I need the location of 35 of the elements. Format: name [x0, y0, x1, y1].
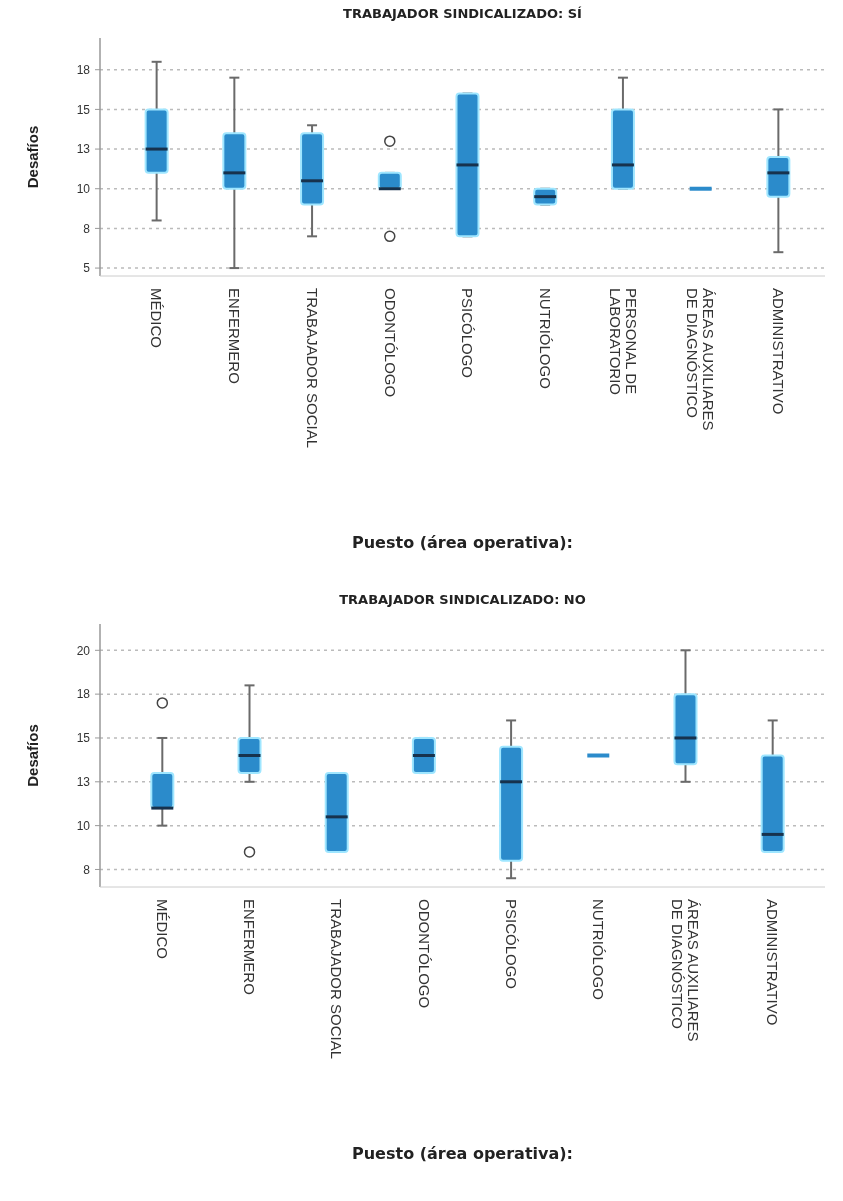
x-tick-label: ÁREAS AUXILIARES DE DIAGNÓSTICO: [684, 288, 718, 431]
y-tick-label: 10: [76, 181, 91, 196]
x-tick-label: PSICÓLOGO: [459, 288, 477, 379]
x-axis-title: Puesto (área operativa):: [352, 1144, 573, 1163]
x-tick-label: NUTRIÓLOGO: [536, 288, 554, 389]
y-tick-label: 10: [76, 818, 91, 833]
x-tick-label: ADMINISTRATIVO: [770, 288, 788, 415]
x-tick-label: NUTRIÓLOGO: [590, 899, 608, 1000]
x-tick-label: ENFERMERO: [241, 899, 259, 995]
x-tick-label: ODONTÓLOGO: [415, 899, 433, 1009]
x-tick-label: MÉDICO: [148, 288, 166, 348]
y-tick-label: 15: [76, 102, 91, 117]
y-tick-label: 13: [76, 775, 91, 789]
x-tick-label: ENFERMERO: [226, 288, 244, 384]
y-tick-label: 15: [76, 731, 91, 746]
x-tick-label: ADMINISTRATIVO: [764, 899, 782, 1026]
x-tick-label: TRABAJADOR SOCIAL: [328, 899, 346, 1060]
y-axis-title: Desafíos: [24, 724, 41, 787]
y-tick-label: 8: [83, 221, 91, 236]
x-tick-label: ÁREAS AUXILIARES DE DIAGNÓSTICO: [669, 899, 703, 1042]
x-tick-label: ODONTÓLOGO: [381, 288, 399, 398]
y-tick-label: 20: [76, 643, 91, 658]
y-tick-label: 18: [76, 687, 91, 702]
y-tick-label: 8: [83, 862, 91, 877]
y-tick-label: 5: [83, 261, 91, 276]
x-tick-label: TRABAJADOR SOCIAL: [303, 288, 321, 449]
y-axis-title: Desafíos: [24, 125, 41, 189]
x-axis-title: Puesto (área operativa):: [352, 533, 573, 552]
x-tick-label: PERSONAL DE LABORATORIO: [606, 288, 640, 395]
y-tick-label: 18: [76, 62, 91, 77]
y-tick-label: 13: [76, 142, 91, 157]
chart-title: TRABAJADOR SINDICALIZADO: NO: [339, 592, 586, 607]
x-tick-label: MÉDICO: [154, 899, 172, 959]
chart-title: TRABAJADOR SINDICALIZADO: SÍ: [343, 6, 583, 21]
x-tick-label: PSICÓLOGO: [502, 899, 520, 990]
